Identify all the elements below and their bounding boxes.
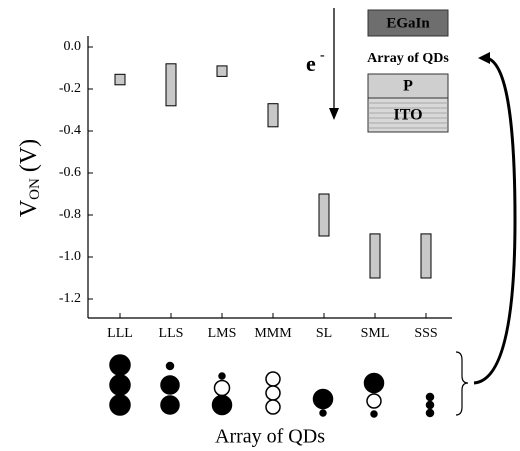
arrow-head <box>329 108 339 120</box>
y-tick-label: -1.2 <box>59 291 81 306</box>
y-axis-title: VON (V) <box>16 139 44 217</box>
egain-label: EGaIn <box>386 15 430 31</box>
y-title-main: V <box>16 199 42 217</box>
ito-label: ITO <box>393 107 422 124</box>
range-bar <box>420 233 432 279</box>
x-axis-title: Array of QDs <box>215 426 325 448</box>
range-bar <box>216 65 228 77</box>
range-bar <box>318 193 330 237</box>
y-tick-label: -0.6 <box>59 165 81 180</box>
curved-arrow <box>473 56 517 385</box>
range-bar <box>165 63 177 107</box>
brace <box>455 351 469 416</box>
range-bar <box>267 103 279 128</box>
x-tick-label: MMM <box>254 326 292 341</box>
electron-label: e <box>306 51 316 76</box>
y-tick-label: 0.0 <box>64 39 82 54</box>
curved-arrow-head <box>478 52 490 64</box>
ito-stripes <box>368 102 448 129</box>
egain-box <box>367 9 449 37</box>
y-title-unit: (V) <box>16 139 42 172</box>
ito-box <box>367 97 449 133</box>
p-label: P <box>403 78 413 95</box>
x-tick-label: LMS <box>208 326 237 341</box>
p-box <box>367 73 449 99</box>
x-tick-label: SL <box>316 326 332 341</box>
y-tick-label: -1.0 <box>59 249 81 264</box>
electron-sup: - <box>320 48 325 63</box>
x-tick-label: LLS <box>159 326 184 341</box>
y-tick-label: -0.4 <box>59 123 81 138</box>
x-tick-label: SSS <box>414 326 437 341</box>
range-bar <box>114 73 126 86</box>
x-tick-label: SML <box>361 326 390 341</box>
x-tick-label: LLL <box>107 326 133 341</box>
qd-label: Array of QDs <box>367 51 449 66</box>
y-tick-label: -0.8 <box>59 207 81 222</box>
y-title-sub: ON <box>27 178 43 200</box>
qd-dots <box>109 354 435 418</box>
y-tick-label: -0.2 <box>59 81 81 96</box>
range-bar <box>369 233 381 279</box>
